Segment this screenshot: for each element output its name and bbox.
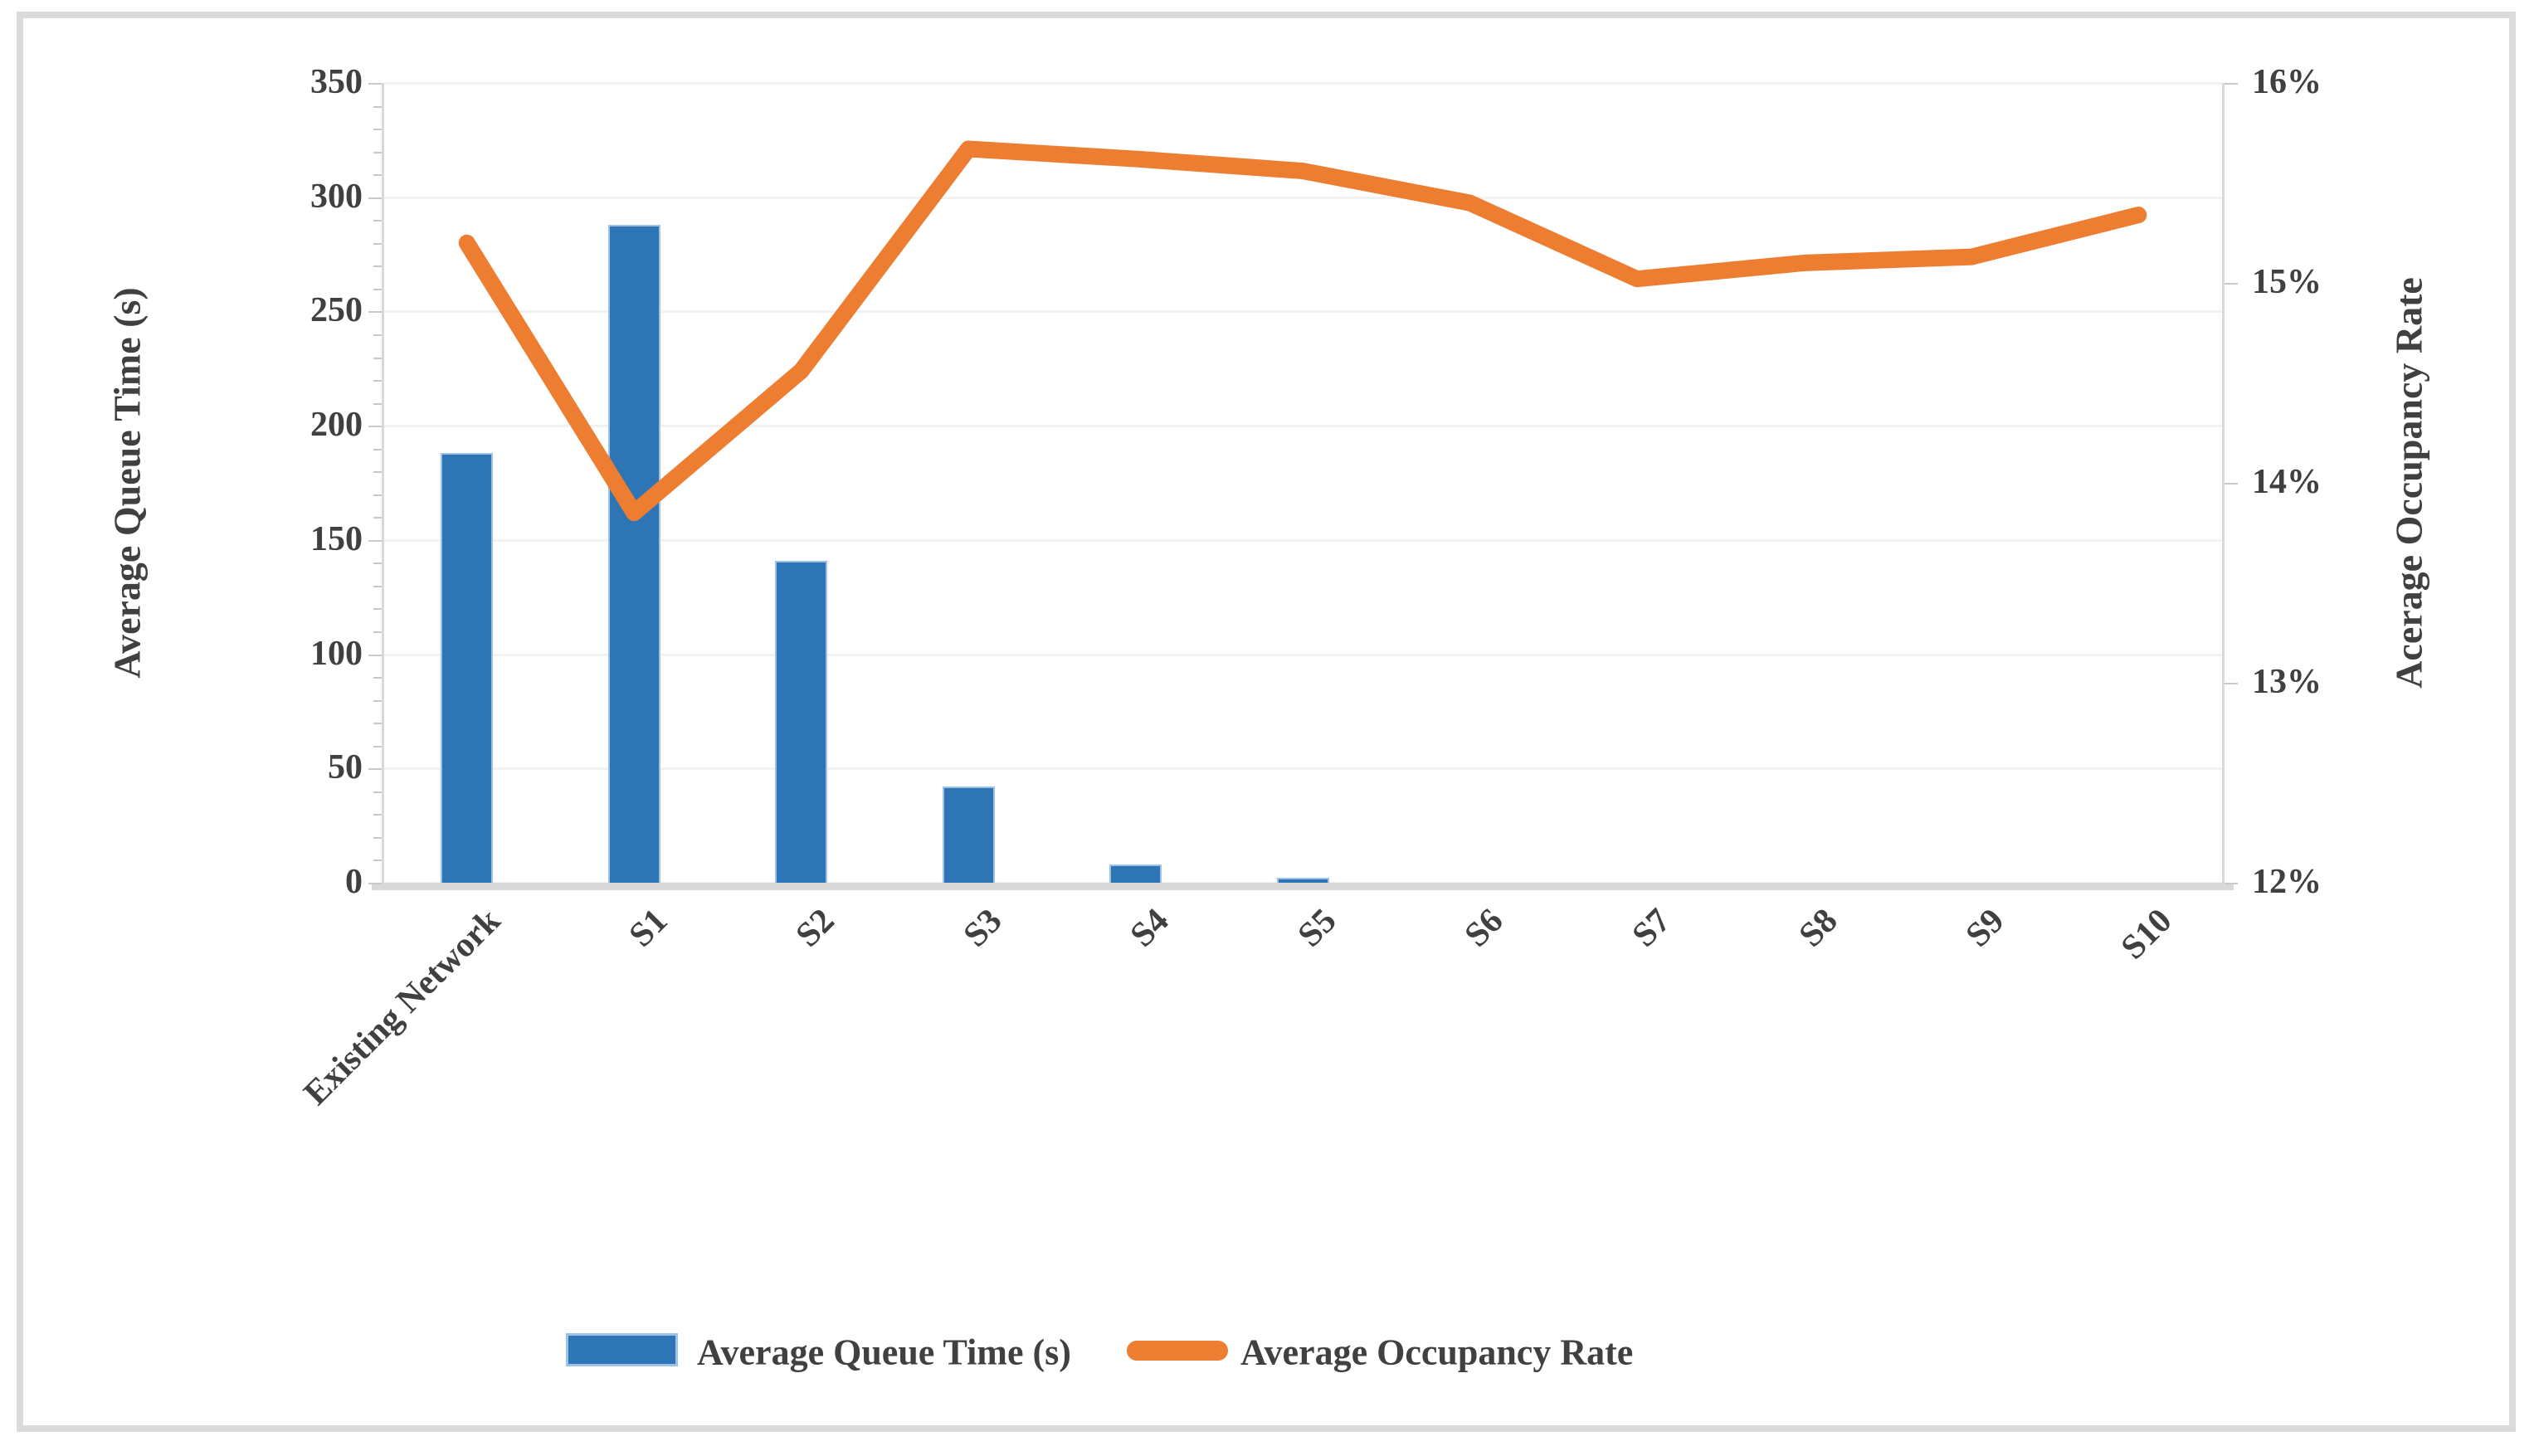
left-axis-minor-tick	[373, 723, 382, 725]
left-axis-minor-tick	[373, 699, 382, 702]
x-axis-line	[372, 883, 2234, 890]
left-axis-minor-tick	[373, 448, 382, 450]
gridline	[383, 82, 2222, 85]
right-axis-major-tick	[2225, 883, 2238, 884]
left-axis-major-tick	[368, 426, 382, 428]
right-axis-tick-label: 15%	[2252, 263, 2322, 302]
queue-time-bar-s3	[942, 786, 995, 883]
plot-left-border	[382, 83, 384, 883]
left-axis-major-tick	[368, 883, 382, 884]
right-axis-tick-label: 16%	[2252, 63, 2322, 102]
left-axis-tick-label: 300	[310, 177, 363, 216]
left-axis-minor-tick	[373, 791, 382, 793]
right-axis-major-tick	[2225, 483, 2238, 485]
left-axis-tick-label: 100	[310, 634, 363, 673]
left-axis-minor-tick	[373, 562, 382, 565]
left-axis-minor-tick	[373, 105, 382, 108]
left-axis-minor-tick	[373, 242, 382, 245]
plot-right-border	[2222, 83, 2225, 883]
left-axis-minor-tick	[373, 402, 382, 405]
figure-border	[17, 12, 2516, 1432]
left-axis-minor-tick	[373, 814, 382, 816]
left-axis-tick-label: 0	[345, 863, 363, 902]
right-axis-tick-label: 14%	[2252, 463, 2322, 502]
right-axis-major-tick	[2225, 83, 2238, 85]
queue-time-bar-s1	[607, 224, 660, 883]
right-axis-tick-label: 12%	[2252, 863, 2322, 902]
legend-line-label: Average Occupancy Rate	[1240, 1332, 1634, 1373]
legend-line-swatch	[1127, 1341, 1228, 1361]
left-axis-minor-tick	[373, 471, 382, 474]
left-axis-major-tick	[368, 197, 382, 199]
left-axis-tick-label: 200	[310, 406, 363, 445]
queue-time-bar-s4	[1109, 864, 1162, 883]
left-axis-minor-tick	[373, 220, 382, 222]
left-axis-minor-tick	[373, 608, 382, 611]
gridline	[383, 767, 2222, 771]
legend-bar-label: Average Queue Time (s)	[697, 1332, 1071, 1373]
left-axis-major-tick	[368, 311, 382, 314]
gridline	[383, 310, 2222, 314]
queue-time-bar-existing-network	[441, 453, 494, 883]
left-axis-minor-tick	[373, 265, 382, 268]
left-axis-minor-tick	[373, 288, 382, 290]
left-axis-minor-tick	[373, 174, 382, 177]
left-axis-tick-label: 350	[310, 63, 363, 102]
left-axis-minor-tick	[373, 494, 382, 496]
gridline	[383, 538, 2222, 542]
left-axis-major-tick	[368, 539, 382, 542]
left-axis-minor-tick	[373, 517, 382, 519]
left-axis-minor-tick	[373, 745, 382, 747]
left-axis-title: Average Queue Time (s)	[105, 287, 149, 679]
left-axis-minor-tick	[373, 129, 382, 131]
left-axis-minor-tick	[373, 585, 382, 587]
left-axis-minor-tick	[373, 380, 382, 382]
left-axis-minor-tick	[373, 836, 382, 839]
right-axis-major-tick	[2225, 283, 2238, 285]
queue-time-bar-s5	[1276, 878, 1329, 883]
left-axis-major-tick	[368, 768, 382, 771]
left-axis-tick-label: 150	[310, 519, 363, 558]
left-axis-major-tick	[368, 654, 382, 656]
left-axis-minor-tick	[373, 631, 382, 634]
left-axis-minor-tick	[373, 357, 382, 359]
left-axis-tick-label: 50	[328, 748, 363, 787]
gridline	[383, 425, 2222, 428]
left-axis-minor-tick	[373, 151, 382, 153]
left-axis-minor-tick	[373, 334, 382, 336]
right-axis-title: Acerage Occupancy Rate	[2387, 277, 2430, 689]
occupancy-rate-line	[458, 140, 2147, 522]
right-axis-major-tick	[2225, 683, 2238, 684]
gridline	[383, 196, 2222, 199]
legend-bar-swatch	[566, 1333, 678, 1366]
left-axis-tick-label: 250	[310, 291, 363, 330]
left-axis-minor-tick	[373, 859, 382, 862]
left-axis-major-tick	[368, 83, 382, 85]
queue-time-bar-s2	[775, 560, 828, 883]
left-axis-minor-tick	[373, 677, 382, 679]
right-axis-tick-label: 13%	[2252, 663, 2322, 702]
gridline	[383, 653, 2222, 656]
